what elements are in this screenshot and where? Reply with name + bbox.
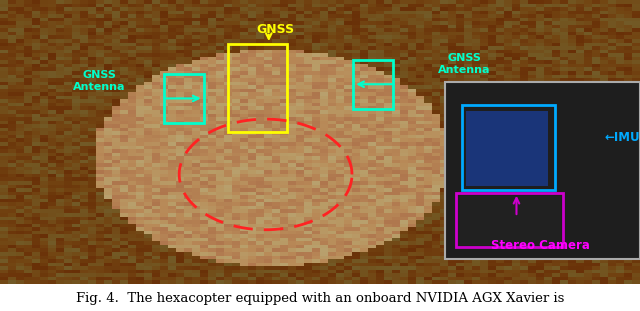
Text: GNSS
Antenna: GNSS Antenna bbox=[438, 53, 490, 75]
Bar bbox=[462, 105, 555, 190]
Text: GNSS
Antenna: GNSS Antenna bbox=[73, 70, 125, 92]
Text: Stereo Camera: Stereo Camera bbox=[492, 239, 590, 252]
Bar bbox=[228, 44, 287, 132]
Text: ←IMU: ←IMU bbox=[605, 131, 640, 144]
Text: Fig. 4.  The hexacopter equipped with an onboard NVIDIA AGX Xavier is: Fig. 4. The hexacopter equipped with an … bbox=[76, 292, 564, 305]
Bar bbox=[445, 82, 640, 259]
Bar bbox=[456, 193, 563, 247]
Bar bbox=[164, 74, 204, 123]
Bar bbox=[466, 111, 548, 186]
Text: GNSS: GNSS bbox=[256, 23, 294, 36]
Bar bbox=[460, 196, 561, 245]
Bar bbox=[353, 60, 393, 109]
